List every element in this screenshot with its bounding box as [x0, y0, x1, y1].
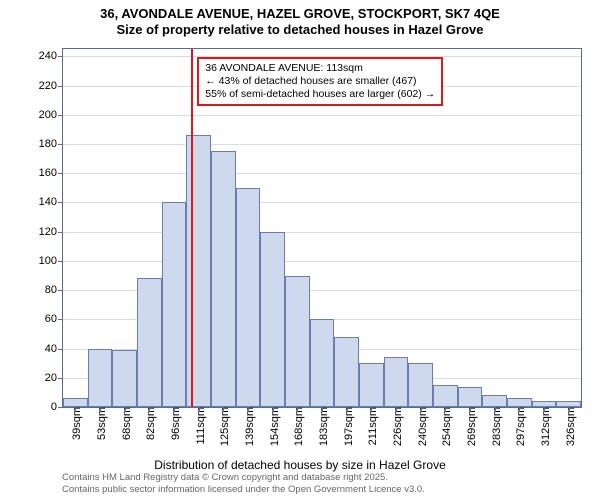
histogram-bar [88, 349, 113, 407]
histogram-bar [63, 398, 88, 407]
x-tick-mark [519, 407, 520, 412]
x-tick-mark [149, 407, 150, 412]
x-tick-mark [199, 407, 200, 412]
x-tick-label: 226sqm [388, 407, 404, 446]
x-tick-mark [273, 407, 274, 412]
x-tick-label: 211sqm [363, 407, 379, 445]
x-tick-mark [371, 407, 372, 412]
x-tick-label: 183sqm [314, 407, 330, 446]
marker-line [191, 49, 193, 407]
gridline [63, 202, 581, 203]
histogram-bar [433, 385, 458, 407]
x-tick-label: 139sqm [240, 407, 256, 446]
histogram-bar [310, 319, 335, 407]
histogram-bar [137, 278, 162, 407]
y-tick-mark [58, 86, 63, 87]
x-tick-label: 154sqm [265, 407, 281, 446]
y-tick-mark [58, 56, 63, 57]
x-tick-mark [470, 407, 471, 412]
annotation-box: 36 AVONDALE AVENUE: 113sqm← 43% of detac… [197, 57, 443, 106]
histogram-bar [384, 357, 409, 407]
y-tick-mark [58, 115, 63, 116]
gridline [63, 173, 581, 174]
annotation-line-1: 36 AVONDALE AVENUE: 113sqm [205, 62, 435, 75]
chart-title-main: 36, AVONDALE AVENUE, HAZEL GROVE, STOCKP… [0, 0, 600, 22]
x-tick-mark [421, 407, 422, 412]
histogram-bar [507, 398, 532, 407]
histogram-bar [236, 188, 261, 407]
histogram-bar [211, 151, 236, 407]
footer-line-2: Contains public sector information licen… [62, 484, 425, 496]
x-tick-mark [100, 407, 101, 412]
x-tick-mark [445, 407, 446, 412]
gridline [63, 261, 581, 262]
y-tick-mark [58, 407, 63, 408]
x-tick-mark [125, 407, 126, 412]
y-tick-mark [58, 202, 63, 203]
x-tick-mark [347, 407, 348, 412]
x-tick-label: 111sqm [191, 407, 207, 445]
y-tick-mark [58, 144, 63, 145]
y-tick-mark [58, 319, 63, 320]
histogram-bar [162, 202, 187, 407]
y-tick-mark [58, 232, 63, 233]
x-tick-label: 297sqm [511, 407, 527, 446]
x-tick-mark [75, 407, 76, 412]
chart-container: 36, AVONDALE AVENUE, HAZEL GROVE, STOCKP… [0, 0, 600, 500]
x-tick-mark [223, 407, 224, 412]
y-tick-mark [58, 378, 63, 379]
x-tick-mark [396, 407, 397, 412]
x-tick-label: 312sqm [536, 407, 552, 446]
histogram-bar [359, 363, 384, 407]
chart-title-sub: Size of property relative to detached ho… [0, 22, 600, 38]
x-tick-mark [297, 407, 298, 412]
histogram-bar [408, 363, 433, 407]
x-tick-mark [174, 407, 175, 412]
x-tick-mark [569, 407, 570, 412]
y-tick-mark [58, 261, 63, 262]
histogram-bar [112, 350, 137, 407]
footer-line-1: Contains HM Land Registry data © Crown c… [62, 472, 425, 484]
y-tick-mark [58, 173, 63, 174]
histogram-bar [458, 387, 483, 407]
histogram-bar [482, 395, 507, 407]
x-tick-mark [495, 407, 496, 412]
gridline [63, 144, 581, 145]
gridline [63, 115, 581, 116]
annotation-line-2: ← 43% of detached houses are smaller (46… [205, 75, 435, 88]
x-axis-title: Distribution of detached houses by size … [0, 458, 600, 472]
x-tick-label: 269sqm [462, 407, 478, 446]
x-tick-label: 283sqm [487, 407, 503, 446]
histogram-bar [334, 337, 359, 407]
plot-area: 02040608010012014016018020022024039sqm53… [62, 48, 582, 408]
annotation-line-3: 55% of semi-detached houses are larger (… [205, 88, 435, 101]
histogram-bar [285, 276, 310, 408]
gridline [63, 232, 581, 233]
histogram-bar [186, 135, 211, 407]
x-tick-label: 125sqm [215, 407, 231, 446]
x-tick-mark [248, 407, 249, 412]
x-tick-mark [544, 407, 545, 412]
x-tick-label: 326sqm [561, 407, 577, 446]
y-tick-mark [58, 349, 63, 350]
x-tick-label: 240sqm [413, 407, 429, 446]
footer-note: Contains HM Land Registry data © Crown c… [62, 472, 425, 496]
x-tick-label: 168sqm [289, 407, 305, 446]
x-tick-mark [322, 407, 323, 412]
y-tick-mark [58, 290, 63, 291]
x-tick-label: 197sqm [339, 407, 355, 446]
x-tick-label: 254sqm [437, 407, 453, 446]
histogram-bar [260, 232, 285, 407]
